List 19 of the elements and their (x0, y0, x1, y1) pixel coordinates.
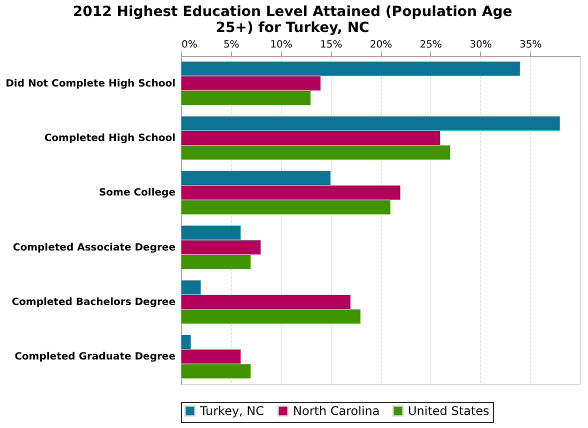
x-tick-label: 30% (470, 40, 492, 50)
y-tick-label: Completed Bachelors Degree (12, 297, 176, 308)
x-tick-label: 25% (420, 40, 442, 50)
x-tick-label: 0% (182, 40, 198, 50)
legend-label: Turkey, NC (199, 404, 264, 418)
x-tick-label: 35% (520, 40, 542, 50)
x-tick-label: 15% (320, 40, 342, 50)
text: 25+) for Turkey, NC (216, 20, 370, 36)
text: 2012 Highest Education Level Attained (Population Age (72, 4, 512, 20)
x-tick-label: 20% (370, 40, 392, 50)
y-tick-label: Some College (98, 188, 176, 199)
x-tick-label: 10% (270, 40, 292, 50)
y-tick-label: Did Not Complete High School (6, 78, 176, 90)
legend-label: North Carolina (293, 404, 380, 418)
legend-label: United States (408, 404, 490, 418)
x-tick-label: 5% (223, 40, 240, 50)
y-tick-label: Completed Graduate Degree (14, 352, 176, 363)
y-tick-label: Completed High School (44, 133, 176, 144)
y-tick-label: Completed Associate Degree (12, 242, 176, 254)
